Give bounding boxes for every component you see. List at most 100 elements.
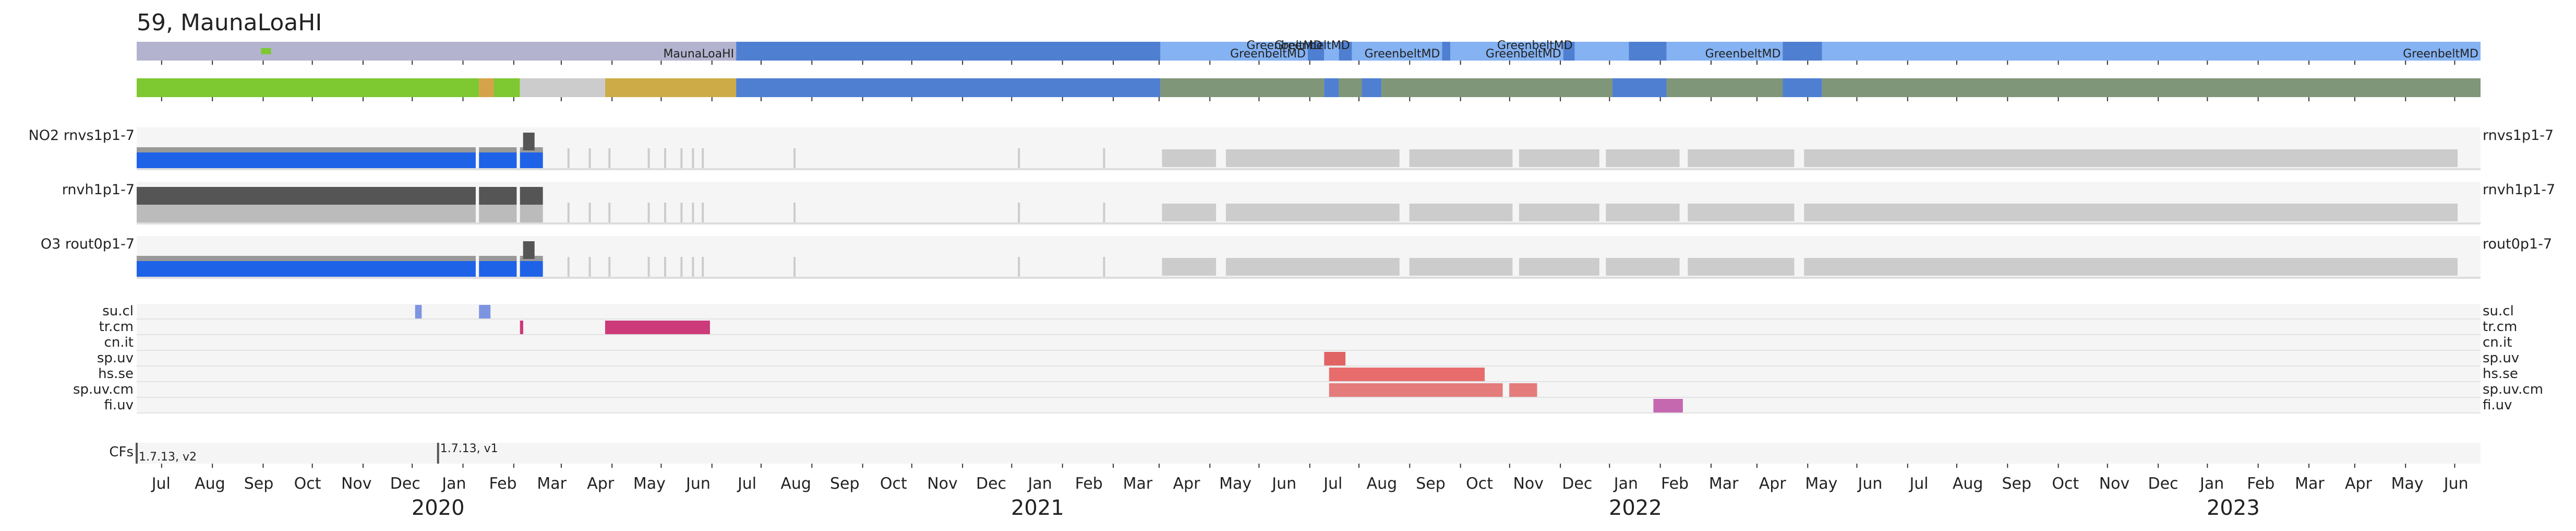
location-label: GreenbeltMD — [1230, 48, 1306, 61]
data-gap-tick — [608, 257, 611, 277]
month-label: Apr — [587, 475, 615, 493]
flag-row-label-right: su.cl — [2483, 303, 2514, 319]
month-label: Sep — [244, 475, 274, 493]
data-gap-tick — [680, 203, 683, 222]
month-label: Dec — [976, 475, 1006, 493]
month-label: Feb — [1075, 475, 1103, 493]
location-segment — [1629, 42, 1667, 61]
status-segment — [1612, 78, 1667, 97]
data-gap — [1519, 204, 1599, 221]
month-label: Mar — [1123, 475, 1153, 493]
data-gap-tick — [793, 203, 796, 222]
data-gap-tick — [647, 257, 650, 277]
month-label: Dec — [1562, 475, 1592, 493]
status-segment — [479, 78, 494, 97]
month-label: Jul — [737, 475, 756, 493]
data-gap-tick — [702, 148, 704, 168]
data-gap-tick — [647, 148, 650, 168]
month-label: Apr — [1173, 475, 1201, 493]
data-gap — [1225, 149, 1400, 167]
data-signal — [479, 256, 517, 261]
flag-row-background — [137, 367, 2481, 381]
flag-row-background — [137, 335, 2481, 350]
location-label: GreenbeltMD — [2403, 48, 2478, 61]
data-signal — [479, 147, 517, 152]
location-marker — [261, 48, 271, 54]
status-segment — [493, 78, 520, 97]
flag-row-label: sp.uv — [97, 350, 134, 366]
data-gap-tick — [664, 203, 667, 222]
location-label: GreenbeltMD — [1705, 48, 1781, 61]
month-label: May — [1219, 475, 1251, 493]
data-gap — [1688, 258, 1795, 276]
data-gap-tick — [664, 257, 667, 277]
month-label: Jul — [1908, 475, 1928, 493]
year-label: 2023 — [2207, 496, 2260, 520]
data-fill — [520, 205, 543, 222]
status-segment — [1783, 78, 1822, 97]
data-fill — [137, 205, 476, 222]
data-gap — [1519, 258, 1599, 276]
flag-row-background — [137, 398, 2481, 412]
flag-row-label: tr.cm — [99, 319, 134, 335]
month-label: Sep — [2002, 475, 2031, 493]
data-fill — [479, 150, 517, 168]
flag-row-background — [137, 304, 2481, 318]
data-gap-tick — [702, 257, 704, 277]
month-label: Jun — [685, 475, 711, 493]
month-label: May — [633, 475, 666, 493]
data-gap — [1606, 258, 1680, 276]
location-segment — [736, 42, 1161, 61]
data-gap-tick — [1018, 148, 1020, 168]
month-label: Dec — [2148, 475, 2178, 493]
flag-segment — [1329, 383, 1503, 397]
data-gap-tick — [588, 257, 591, 277]
flag-row-label-right: cn.it — [2483, 335, 2512, 350]
data-gap — [1225, 258, 1400, 276]
status-segment — [1666, 78, 1783, 97]
data-gap — [1409, 204, 1513, 221]
data-spike — [523, 133, 535, 150]
flag-segment — [479, 305, 491, 318]
flag-segment — [415, 305, 422, 318]
flag-row-label: hs.se — [98, 366, 134, 382]
data-gap-tick — [702, 203, 704, 222]
location-label: GreenbeltMD — [1247, 39, 1322, 52]
data-gap — [1804, 204, 2458, 221]
month-label: Feb — [2247, 475, 2274, 493]
data-gap-tick — [692, 148, 694, 168]
month-label: Apr — [2345, 475, 2373, 493]
status-segment — [1160, 78, 1325, 97]
location-label: GreenbeltMD — [1497, 39, 1573, 52]
year-label: 2021 — [1011, 496, 1064, 520]
location-segment — [1324, 42, 1339, 61]
flag-row-background — [137, 382, 2481, 397]
month-label: Jul — [151, 475, 171, 493]
month-label: Mar — [2295, 475, 2325, 493]
flag-segment — [605, 321, 710, 334]
flag-row-label-right: fi.uv — [2483, 397, 2512, 413]
data-gap-tick — [692, 203, 694, 222]
data-fill — [479, 205, 517, 222]
data-fill — [137, 259, 476, 277]
month-label: Jan — [1613, 475, 1638, 493]
month-label: Oct — [2052, 475, 2079, 493]
month-label: Jun — [2443, 475, 2469, 493]
data-gap-tick — [567, 257, 570, 277]
location-label: GreenbeltMD — [1365, 48, 1440, 61]
flag-row-label: sp.uv.cm — [73, 382, 134, 397]
data-spike — [523, 187, 535, 205]
location-segment — [1442, 42, 1451, 61]
month-label: Feb — [1661, 475, 1689, 493]
month-label: Nov — [341, 475, 372, 493]
data-gap — [1688, 149, 1795, 167]
data-gap-tick — [567, 203, 570, 222]
data-gap — [1804, 258, 2458, 276]
data-fill — [479, 259, 517, 277]
status-segment — [520, 78, 605, 97]
status-segment — [1324, 78, 1339, 97]
data-fill — [137, 150, 476, 168]
year-label: 2022 — [1609, 496, 1662, 520]
flag-row-label: fi.uv — [104, 397, 134, 413]
